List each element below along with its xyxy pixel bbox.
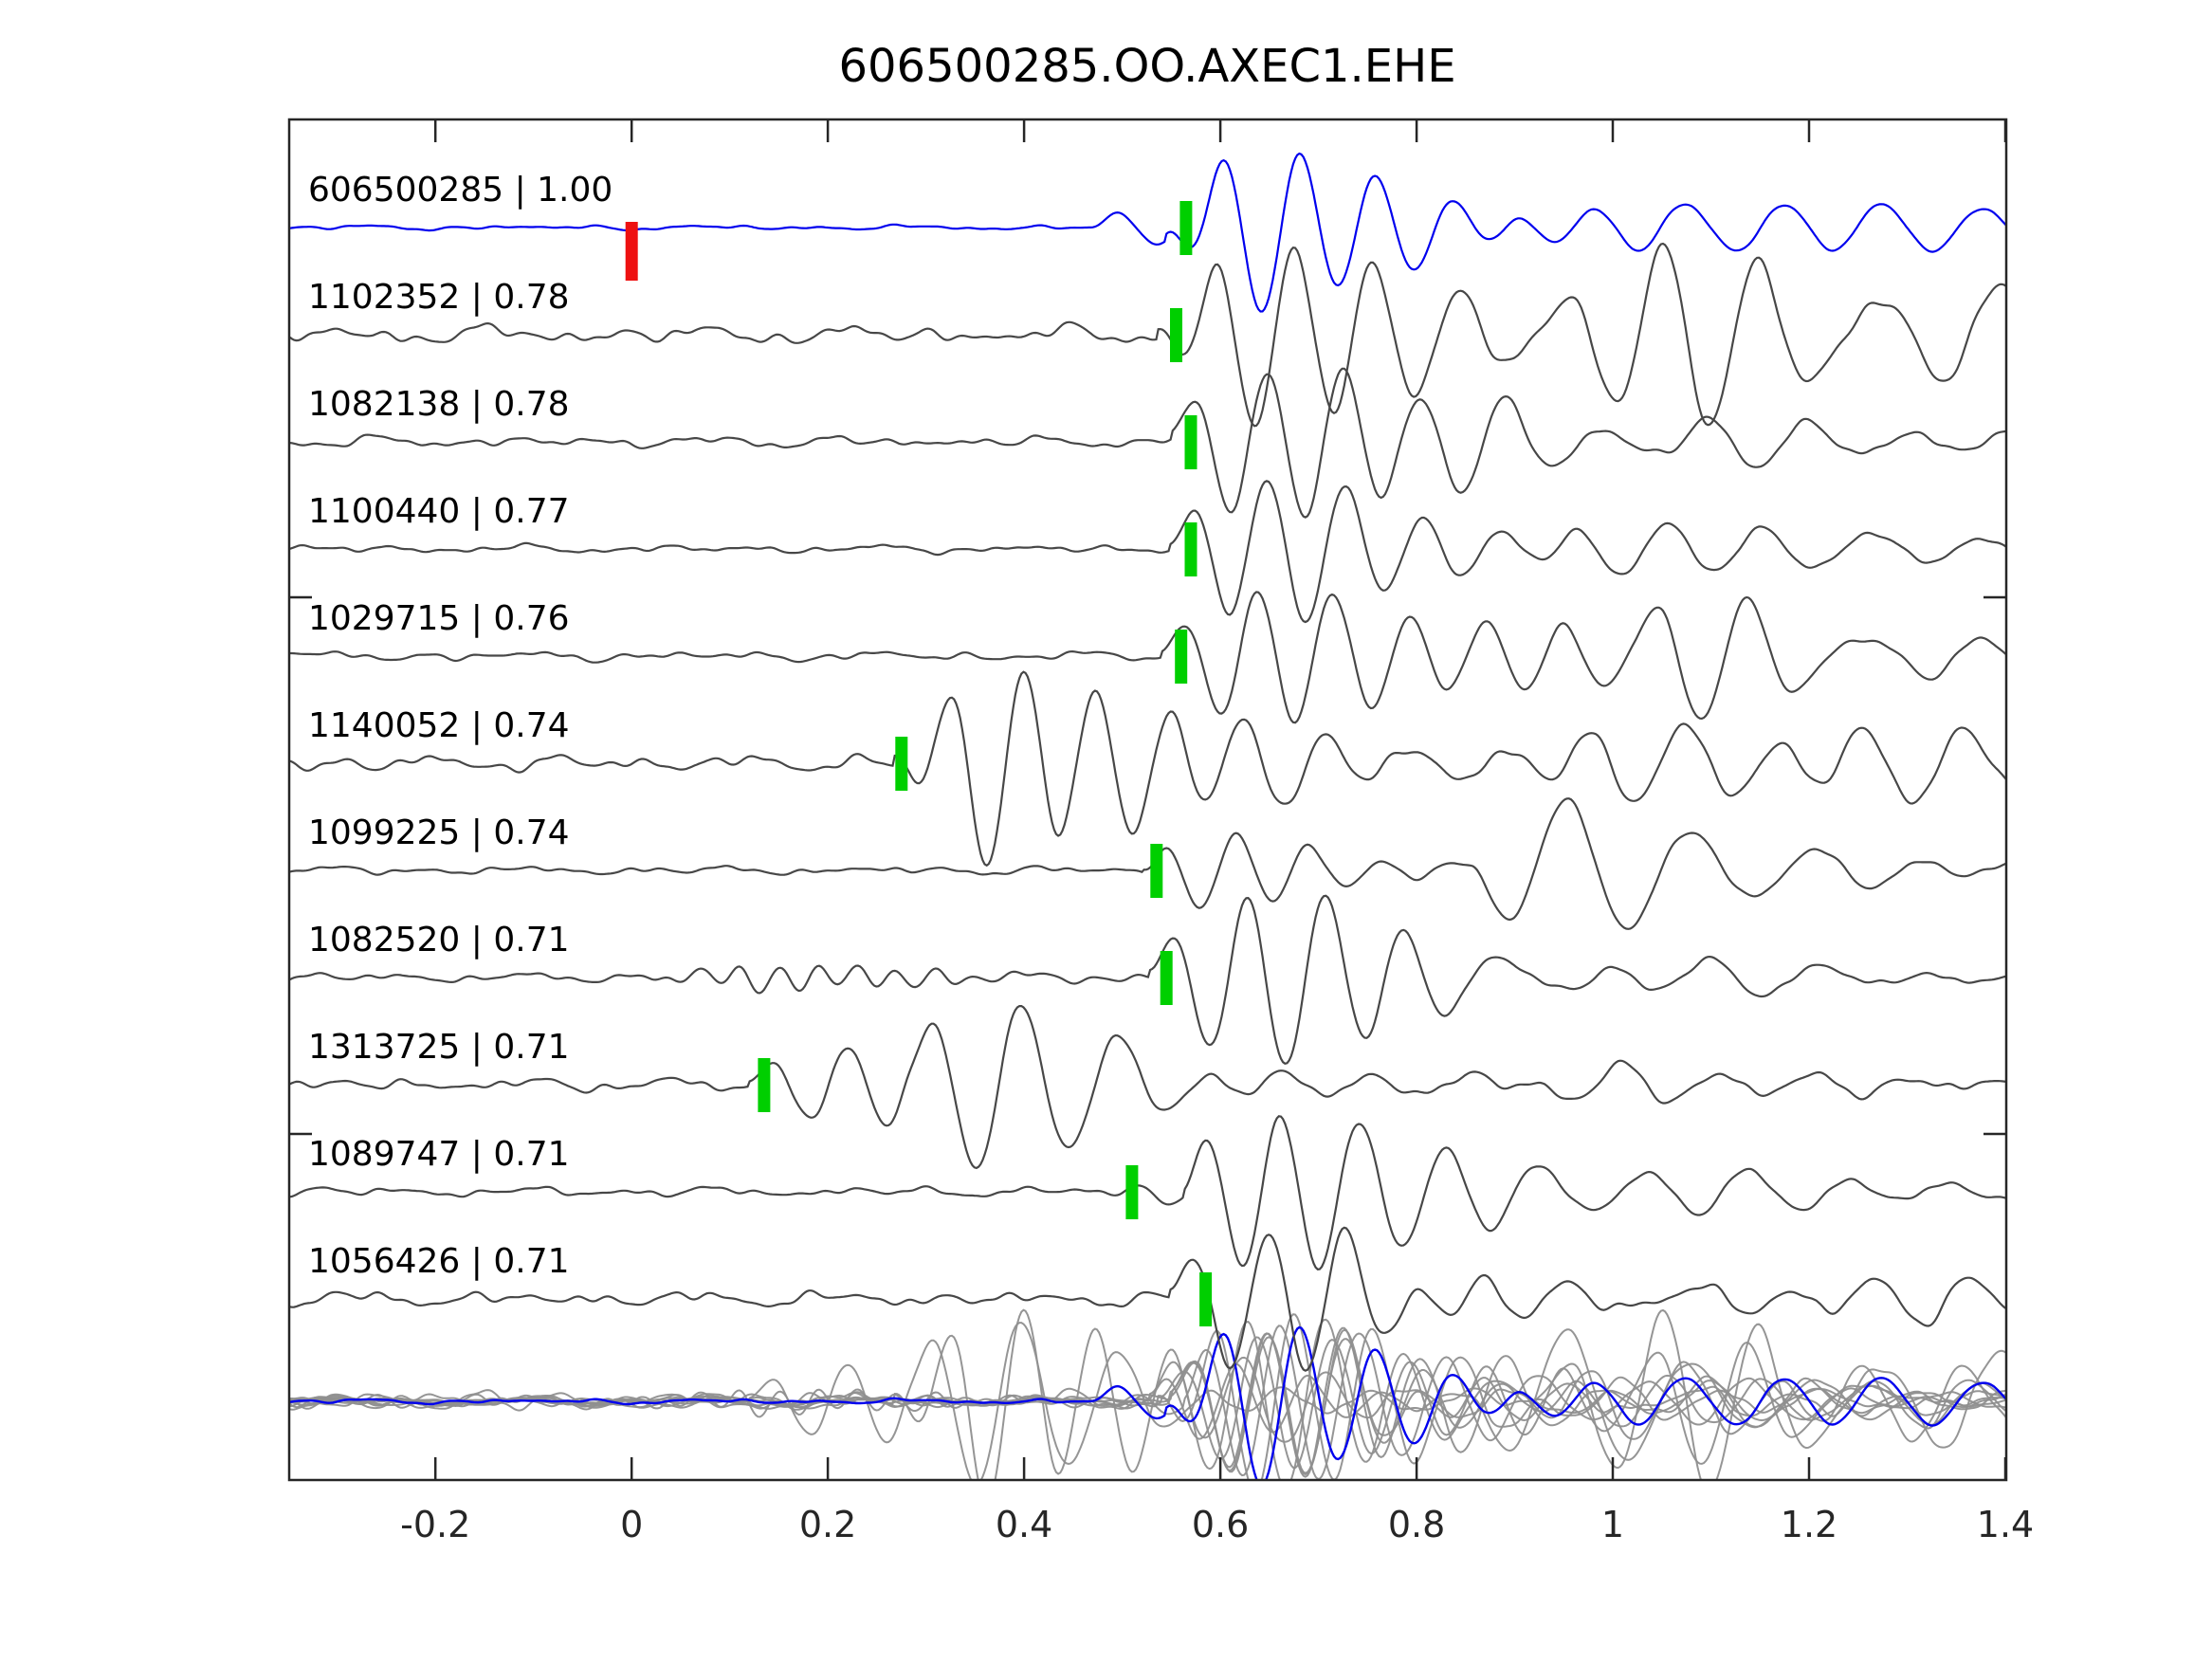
pick-marker: [1199, 1272, 1213, 1326]
waveform-layer: [289, 152, 2006, 1480]
trace-label: 1089747 | 0.71: [308, 1135, 570, 1174]
overlay-trace: [289, 1328, 2006, 1474]
pick-marker: [758, 1058, 771, 1112]
pick-marker: [1184, 415, 1197, 469]
trace-label: 1140052 | 0.74: [308, 706, 570, 745]
pick-marker: [1125, 1165, 1139, 1219]
pick-marker: [895, 737, 908, 791]
x-tick-label: 0.2: [799, 1504, 856, 1545]
trace-label: 1099225 | 0.74: [308, 813, 570, 852]
x-tick-label: 0.4: [996, 1504, 1052, 1545]
detection-waveform: [289, 894, 2006, 1065]
template-waveform: [289, 152, 2006, 313]
overlay-trace: [289, 1325, 2006, 1480]
trace-label: 1056426 | 0.71: [308, 1242, 570, 1281]
x-tick-label: 0: [620, 1504, 643, 1545]
detection-waveform: [289, 591, 2006, 724]
trace-label: 1029715 | 0.76: [308, 599, 570, 638]
x-tick-label: 0.6: [1192, 1504, 1249, 1545]
detection-waveform: [289, 242, 2006, 428]
pick-marker: [1160, 951, 1173, 1005]
x-tick-label: 1: [1601, 1504, 1624, 1545]
detection-waveform: [289, 367, 2006, 519]
trace-label: 606500285 | 1.00: [308, 171, 612, 210]
trace-label-layer: 606500285 | 1.00 1102352 | 0.78 1082138 | …: [308, 171, 612, 1281]
detection-waveform: [289, 480, 2006, 624]
trace-label: 1082138 | 0.78: [308, 385, 570, 424]
detection-waveform: [289, 670, 2006, 868]
trace-label: 1100440 | 0.77: [308, 492, 570, 531]
pick-marker: [1184, 522, 1197, 576]
pick-marker: [1150, 844, 1163, 898]
origin-marker: [625, 222, 638, 281]
detection-waveform: [289, 1115, 2006, 1270]
detection-waveform: [289, 797, 2006, 930]
detection-waveform: [289, 1005, 2006, 1170]
axes-layer: -0.2 0 0.2 0.4 0.6 0.8 1 1.2 1.4: [287, 118, 2034, 1545]
trace-label: 1313725 | 0.71: [308, 1028, 570, 1067]
x-tick-label: 1.4: [1977, 1504, 2034, 1545]
chart-title: 606500285.OO.AXEC1.EHE: [838, 40, 1455, 93]
trace-label: 1082520 | 0.71: [308, 921, 570, 959]
overlay-template-trace: [289, 1325, 2006, 1480]
x-tick-label: 1.2: [1781, 1504, 1837, 1545]
pick-marker: [1170, 308, 1182, 362]
trace-label: 1102352 | 0.78: [308, 278, 570, 317]
detection-waveform: [289, 1226, 2006, 1372]
axes-frame: [287, 118, 2008, 1482]
marker-layer: [625, 201, 1213, 1326]
x-tick-label: 0.8: [1388, 1504, 1445, 1545]
x-tick-label: -0.2: [400, 1504, 470, 1545]
pick-marker: [1175, 630, 1188, 684]
pick-marker: [1179, 201, 1193, 255]
